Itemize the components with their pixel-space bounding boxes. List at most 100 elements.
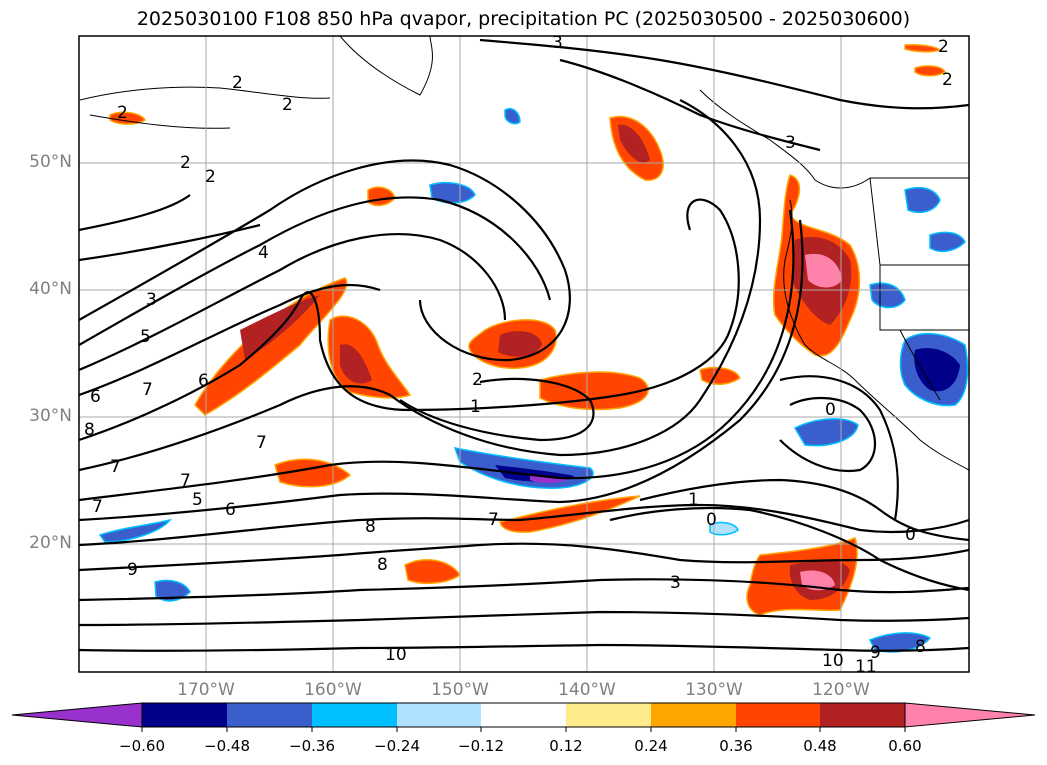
contour-label: 6 (90, 387, 101, 407)
negative-anomaly-region (869, 282, 906, 309)
contour-label: 6 (225, 500, 236, 520)
positive-anomaly-region (274, 458, 352, 488)
gulf-of-california (899, 329, 941, 401)
contour-label: 7 (256, 433, 267, 453)
contour-line (479, 38, 969, 110)
lon-label-120w: 120°W (812, 680, 870, 700)
contour-label: 5 (192, 490, 203, 510)
pnw-coast (783, 199, 856, 381)
colorbar-segment (651, 703, 736, 727)
lat-label-30n: 30°N (29, 406, 72, 426)
contour-label: 11 (855, 657, 877, 677)
contour-line (399, 377, 595, 442)
colorbar-tick-label: −0.60 (119, 737, 165, 755)
contour-label: 7 (142, 380, 153, 400)
contour-labels: 2 2 2 2 2 3 3 4 3 5 6 6 7 8 7 7 7 5 6 7 … (84, 33, 953, 677)
contour-label: 9 (870, 643, 881, 663)
contour-label: 8 (84, 420, 95, 440)
alaska-peninsula-coast (79, 86, 331, 101)
colorbar-segment (736, 703, 820, 727)
lon-label-150w: 150°W (431, 680, 489, 700)
colorbar-segment (820, 703, 905, 727)
contour-label: 8 (377, 555, 388, 575)
contour-label: 0 (825, 400, 836, 420)
contour-line (779, 396, 876, 473)
contour-label: 2 (232, 73, 243, 93)
contour-line (79, 610, 969, 627)
colorbar-segment (312, 703, 397, 727)
contour-line (79, 643, 969, 652)
contour-label: 0 (905, 525, 916, 545)
colorbar-tick-label: 0.48 (803, 737, 837, 755)
contour-label: 1 (470, 397, 481, 417)
negative-anomaly-region (904, 187, 941, 213)
contour-label: 7 (488, 510, 499, 530)
contour-line (79, 578, 969, 602)
contour-label: 10 (822, 651, 844, 671)
colorbar-tick-label: 0.60 (888, 737, 922, 755)
positive-anomaly-region (340, 344, 372, 384)
negative-anomaly-region (793, 418, 859, 447)
positive-anomaly-region (194, 277, 348, 416)
aleutian-chain (89, 114, 231, 129)
state-border (879, 265, 969, 331)
positive-anomaly-region (904, 44, 942, 53)
negative-anomaly-region (98, 518, 173, 543)
contour-line (79, 233, 507, 372)
contour-label: 2 (938, 37, 949, 57)
lat-label-40n: 40°N (29, 279, 72, 299)
colorbar-extend-high (904, 702, 1036, 728)
positive-anomaly-region (914, 65, 946, 77)
contour-label: 3 (146, 290, 157, 310)
lon-label-160w: 160°W (304, 680, 362, 700)
plot-frame (78, 35, 970, 673)
negative-anomaly-region (154, 579, 191, 602)
colorbar-segment (566, 703, 651, 727)
precip-anomaly-shading (98, 44, 969, 653)
contour-label: 7 (110, 457, 121, 477)
contour-label: 3 (552, 33, 563, 53)
colorbar-segment (481, 703, 566, 727)
contour-line (79, 219, 804, 522)
colorbar-tick-label: −0.24 (374, 737, 420, 755)
contour-label: 7 (92, 497, 103, 517)
contour-label: 3 (785, 133, 796, 153)
lon-label-130w: 130°W (685, 680, 743, 700)
contour-label: 10 (385, 645, 407, 665)
positive-anomaly-region (699, 366, 741, 385)
contour-label: 2 (282, 95, 293, 115)
contour-label: 3 (670, 573, 681, 593)
colorbar-segment (142, 703, 227, 727)
positive-anomaly-region (498, 331, 542, 357)
colorbar-segment (227, 703, 312, 727)
lon-label-170w: 170°W (177, 680, 235, 700)
lon-label-140w: 140°W (558, 680, 616, 700)
positive-anomaly-region (800, 570, 835, 591)
negative-anomaly-region (929, 231, 966, 253)
colorbar (11, 702, 1036, 732)
colorbar-tick-label: 0.36 (719, 737, 753, 755)
contour-label: 0 (706, 510, 717, 530)
colorbar-tick-label: −0.36 (289, 737, 335, 755)
qvapor-contours (79, 38, 969, 652)
lat-label-20n: 20°N (29, 533, 72, 553)
map-title: 2025030100 F108 850 hPa qvapor, precipit… (136, 8, 911, 30)
baja-coast (854, 379, 969, 471)
negative-anomaly-region (914, 348, 960, 392)
contour-line (79, 209, 795, 502)
contour-label: 7 (180, 471, 191, 491)
contour-line (79, 542, 969, 572)
negative-anomaly-region (504, 108, 521, 125)
positive-anomaly-region (109, 111, 147, 125)
contour-line (79, 223, 261, 262)
bc-coast (699, 89, 969, 189)
positive-anomaly-region (805, 253, 842, 288)
contour-line (79, 194, 191, 232)
contour-line (79, 99, 762, 472)
coastlines (79, 36, 969, 471)
contour-label: 8 (365, 517, 376, 537)
positive-anomaly-region (539, 371, 649, 411)
contour-label: 9 (127, 560, 138, 580)
colorbar-tick-label: 0.12 (549, 737, 583, 755)
